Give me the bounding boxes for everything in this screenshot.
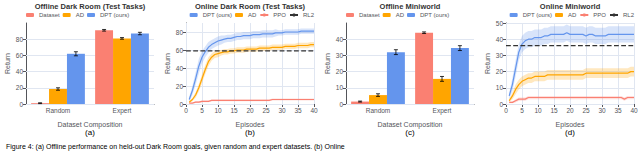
svg-text:Return: Return xyxy=(484,53,491,74)
svg-text:80: 80 xyxy=(176,29,184,36)
svg-text:15: 15 xyxy=(550,107,558,114)
svg-text:15: 15 xyxy=(230,107,238,114)
svg-text:40: 40 xyxy=(16,68,24,75)
svg-text:Random: Random xyxy=(366,107,391,114)
svg-text:0: 0 xyxy=(179,101,183,108)
svg-text:20: 20 xyxy=(566,107,574,114)
svg-text:PPO: PPO xyxy=(593,12,606,18)
svg-text:20: 20 xyxy=(496,68,504,75)
svg-text:PPO: PPO xyxy=(273,12,286,18)
svg-text:Random: Random xyxy=(46,107,71,114)
svg-text:60: 60 xyxy=(176,47,184,54)
svg-text:25: 25 xyxy=(582,107,590,114)
svg-text:30: 30 xyxy=(278,107,286,114)
svg-text:AD: AD xyxy=(568,12,577,18)
svg-text:5: 5 xyxy=(200,107,204,114)
svg-text:60: 60 xyxy=(16,52,24,59)
svg-text:DPT (ours): DPT (ours) xyxy=(100,12,129,18)
svg-text:40: 40 xyxy=(630,107,638,114)
svg-text:Expert: Expert xyxy=(113,107,132,115)
svg-text:Return: Return xyxy=(4,53,11,74)
svg-text:Episodes: Episodes xyxy=(556,121,585,129)
svg-text:Dataset Composition: Dataset Composition xyxy=(378,121,443,129)
svg-text:0: 0 xyxy=(339,101,343,108)
svg-text:20: 20 xyxy=(16,84,24,91)
svg-text:80: 80 xyxy=(16,36,24,43)
svg-text:Dataset Composition: Dataset Composition xyxy=(58,121,123,129)
svg-text:35: 35 xyxy=(614,107,622,114)
svg-text:Online Dark Room (Test Tasks): Online Dark Room (Test Tasks) xyxy=(195,2,306,11)
svg-text:DPT (ours): DPT (ours) xyxy=(523,12,552,18)
svg-text:50: 50 xyxy=(496,20,504,27)
svg-text:AD: AD xyxy=(248,12,257,18)
svg-text:DPT (ours): DPT (ours) xyxy=(420,12,449,18)
svg-text:Online Miniworld: Online Miniworld xyxy=(540,2,601,11)
svg-text:0: 0 xyxy=(19,101,23,108)
svg-text:AD: AD xyxy=(76,12,85,18)
svg-text:40: 40 xyxy=(336,36,344,43)
svg-text:RL2: RL2 xyxy=(303,12,315,18)
svg-text:(c): (c) xyxy=(405,128,415,137)
svg-text:(d): (d) xyxy=(565,128,575,137)
svg-text:Dataset: Dataset xyxy=(39,12,60,18)
svg-text:RL2: RL2 xyxy=(623,12,635,18)
svg-text:Dataset: Dataset xyxy=(359,12,380,18)
svg-text:20: 20 xyxy=(176,83,184,90)
svg-text:(a): (a) xyxy=(85,128,95,137)
svg-text:5: 5 xyxy=(520,107,524,114)
svg-text:40: 40 xyxy=(496,36,504,43)
svg-text:0: 0 xyxy=(184,107,188,114)
svg-text:(b): (b) xyxy=(245,128,255,137)
svg-text:25: 25 xyxy=(262,107,270,114)
svg-text:AD: AD xyxy=(396,12,405,18)
svg-text:35: 35 xyxy=(294,107,302,114)
svg-text:Return: Return xyxy=(164,53,171,74)
svg-text:Expert: Expert xyxy=(433,107,452,115)
svg-text:30: 30 xyxy=(336,52,344,59)
svg-text:10: 10 xyxy=(496,84,504,91)
svg-text:10: 10 xyxy=(336,84,344,91)
svg-text:40: 40 xyxy=(310,107,318,114)
svg-text:10: 10 xyxy=(214,107,222,114)
svg-text:Return: Return xyxy=(324,53,331,74)
svg-text:20: 20 xyxy=(336,68,344,75)
svg-text:DPT (ours): DPT (ours) xyxy=(203,12,232,18)
svg-text:Figure 4: (a) Offline performa: Figure 4: (a) Offline performance on hel… xyxy=(6,143,345,151)
svg-text:40: 40 xyxy=(176,65,184,72)
svg-text:Offline Miniworld: Offline Miniworld xyxy=(380,2,441,11)
svg-text:Offline Dark Room (Test Tasks): Offline Dark Room (Test Tasks) xyxy=(35,2,146,11)
svg-text:30: 30 xyxy=(496,52,504,59)
svg-text:30: 30 xyxy=(598,107,606,114)
svg-text:Episodes: Episodes xyxy=(236,121,265,129)
svg-text:0: 0 xyxy=(499,101,503,108)
svg-text:20: 20 xyxy=(246,107,254,114)
svg-text:10: 10 xyxy=(534,107,542,114)
svg-text:0: 0 xyxy=(504,107,508,114)
